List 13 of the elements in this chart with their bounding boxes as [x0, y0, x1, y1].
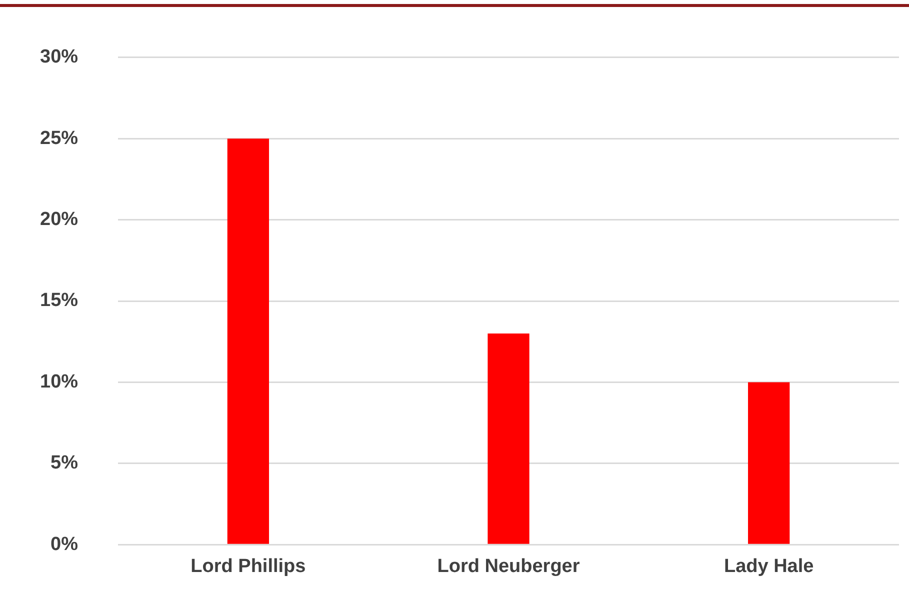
- bar: [227, 138, 270, 544]
- y-tick-label: 10%: [40, 371, 78, 392]
- x-tick-label: Lady Hale: [724, 556, 814, 578]
- bar: [488, 333, 530, 544]
- x-tick-label: Lord Neuberger: [437, 556, 580, 578]
- y-tick-label: 30%: [40, 46, 78, 68]
- y-tick-label: 15%: [40, 290, 78, 312]
- x-tick-label: Lord Phillips: [190, 556, 306, 578]
- y-tick-label: 25%: [40, 128, 78, 149]
- y-tick-label: 5%: [50, 452, 78, 474]
- y-tick-label: 0%: [50, 534, 78, 555]
- bar: [748, 382, 790, 544]
- y-tick-label: 20%: [40, 209, 78, 230]
